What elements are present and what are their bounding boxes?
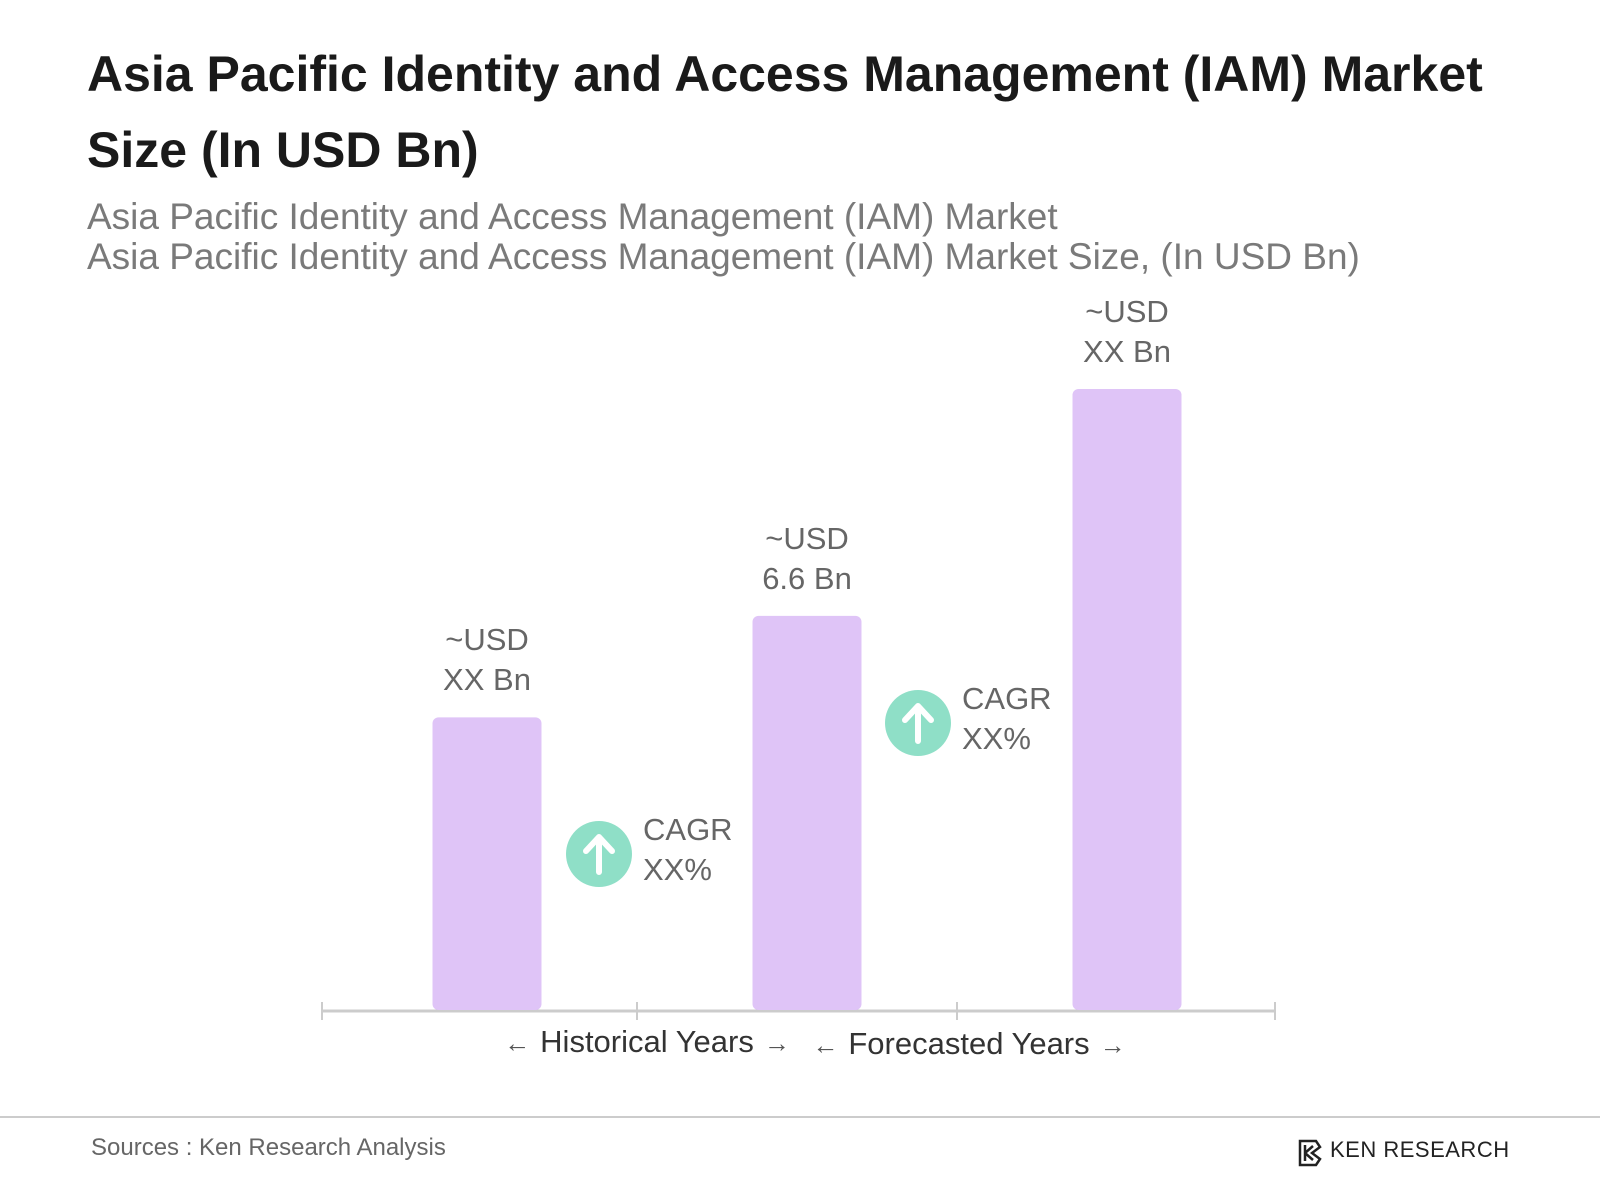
cagr-arrow [902,703,934,744]
bar [432,717,542,1010]
value-label: ~USD XX Bn [1083,294,1171,369]
period-text: Historical Years [540,1024,754,1059]
chart-title: Asia Pacific Identity and Access Managem… [87,46,1483,178]
period-text: Forecasted Years [848,1026,1090,1061]
subtitle: Asia Pacific Identity and Access Managem… [87,196,1058,237]
logo-text: KEN RESEARCH [1330,1137,1510,1162]
cagr-arrow [583,834,615,875]
value-label: ~USD 6.6 Bn [762,520,852,596]
value-label: ~USD XX Bn [443,622,531,698]
annotation: CAGR XX% [643,812,733,887]
logo-icon [1298,1139,1322,1167]
bar [1072,389,1182,1010]
annotation: CAGR XX% [962,681,1052,756]
subtitle: Asia Pacific Identity and Access Managem… [87,236,1360,277]
source: Sources : Ken Research Analysis [91,1134,446,1161]
period-label: ← Forecasted Years → [812,1026,1126,1061]
period-label: ← Historical Years → [504,1024,790,1059]
bar [752,615,862,1010]
